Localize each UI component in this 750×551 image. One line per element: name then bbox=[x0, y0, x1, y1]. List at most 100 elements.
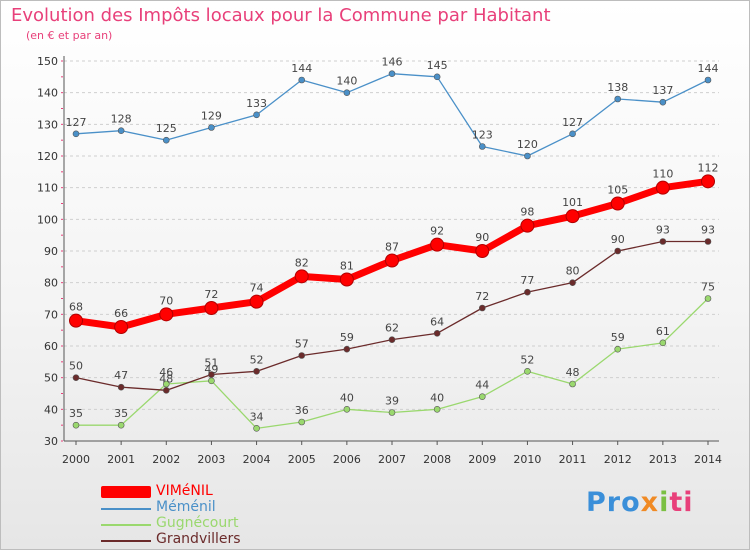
data-label: 72 bbox=[475, 290, 489, 303]
data-point bbox=[343, 345, 351, 353]
data-label: 48 bbox=[566, 366, 580, 379]
data-label: 64 bbox=[430, 315, 444, 328]
data-label: 72 bbox=[204, 288, 218, 301]
data-label: 70 bbox=[159, 294, 173, 307]
data-label: 112 bbox=[698, 161, 719, 174]
data-label: 133 bbox=[246, 97, 267, 110]
data-point bbox=[388, 336, 396, 343]
data-point bbox=[433, 73, 441, 81]
data-label: 52 bbox=[250, 353, 264, 366]
x-tick-label: 2014 bbox=[694, 453, 722, 466]
data-point bbox=[343, 406, 351, 413]
data-label: 127 bbox=[562, 116, 583, 129]
data-point bbox=[520, 218, 535, 233]
data-label: 77 bbox=[520, 274, 534, 287]
legend-swatch bbox=[101, 524, 151, 526]
data-point bbox=[72, 374, 80, 381]
proxiti-logo: Proxiti bbox=[586, 487, 694, 518]
data-point bbox=[704, 295, 712, 302]
data-label: 80 bbox=[566, 265, 580, 278]
data-point bbox=[162, 380, 170, 388]
legend-item-memenil: Méménil bbox=[101, 499, 401, 517]
axis-layer: 30 40 50 60 70 80 90 100 110 120 130 140 150 2000 2001… bbox=[37, 55, 722, 466]
series-layer bbox=[69, 70, 715, 432]
chart-subtitle: (en € et par an) bbox=[26, 29, 113, 42]
y-tick-label: 80 bbox=[44, 277, 58, 290]
data-label: 140 bbox=[336, 75, 357, 88]
legend-item-vimenil: VIMéNIL bbox=[101, 483, 401, 501]
y-tick-label: 70 bbox=[44, 308, 58, 321]
legend-swatch bbox=[101, 508, 151, 510]
data-label: 61 bbox=[656, 325, 670, 338]
data-label: 47 bbox=[114, 369, 128, 382]
data-label: 66 bbox=[114, 307, 128, 320]
data-label: 49 bbox=[204, 363, 218, 376]
data-point bbox=[72, 130, 80, 138]
data-point bbox=[565, 209, 580, 224]
data-point bbox=[614, 345, 622, 353]
x-tick-label: 2008 bbox=[423, 453, 451, 466]
x-tick-label: 2006 bbox=[333, 453, 361, 466]
data-point bbox=[249, 294, 264, 309]
x-tick-label: 2001 bbox=[107, 453, 135, 466]
data-point bbox=[117, 127, 125, 134]
legend-swatch bbox=[101, 540, 151, 542]
y-tick-label: 90 bbox=[44, 245, 58, 258]
x-tick-label: 2013 bbox=[649, 453, 677, 466]
data-point bbox=[253, 425, 260, 432]
data-label: 125 bbox=[156, 122, 177, 135]
data-point bbox=[433, 330, 441, 337]
y-tick-label: 30 bbox=[44, 435, 58, 448]
data-point bbox=[114, 320, 129, 334]
data-point bbox=[204, 301, 219, 315]
data-point bbox=[117, 421, 125, 429]
data-label: 93 bbox=[656, 224, 670, 237]
y-tick-label: 60 bbox=[44, 340, 58, 353]
data-point bbox=[72, 421, 80, 429]
data-point bbox=[162, 136, 170, 144]
data-label: 145 bbox=[427, 59, 448, 72]
data-label: 51 bbox=[204, 357, 218, 370]
data-point bbox=[478, 393, 486, 400]
data-label: 128 bbox=[111, 113, 132, 126]
data-point bbox=[253, 111, 260, 119]
data-point bbox=[478, 143, 486, 150]
data-point bbox=[569, 380, 576, 388]
data-label: 127 bbox=[66, 116, 87, 129]
data-point bbox=[478, 304, 486, 312]
data-label: 75 bbox=[701, 281, 715, 294]
data-label: 40 bbox=[340, 391, 354, 404]
data-label: 39 bbox=[385, 395, 399, 408]
data-label: 123 bbox=[472, 129, 493, 142]
data-label: 34 bbox=[250, 410, 264, 423]
data-label: 144 bbox=[698, 62, 719, 75]
y-tick-label: 100 bbox=[37, 213, 58, 226]
y-tick-label: 120 bbox=[37, 150, 58, 163]
data-label: 110 bbox=[652, 168, 673, 181]
data-label: 98 bbox=[520, 206, 534, 219]
logo-part: x bbox=[640, 487, 660, 518]
data-point bbox=[162, 387, 170, 394]
data-point bbox=[430, 237, 445, 252]
legend-label: VIMéNIL bbox=[156, 483, 213, 499]
legend-label: Grandvillers bbox=[156, 531, 241, 547]
data-point bbox=[524, 288, 531, 296]
logo-part: Pro bbox=[586, 487, 641, 518]
data-point bbox=[298, 352, 306, 359]
data-label: 138 bbox=[607, 81, 628, 94]
data-label: 74 bbox=[250, 282, 264, 295]
data-label: 62 bbox=[385, 322, 399, 335]
data-point bbox=[388, 409, 396, 416]
legend-item-gugnecourt: Gugnécourt bbox=[101, 515, 401, 533]
data-point bbox=[569, 279, 576, 286]
data-point bbox=[208, 371, 215, 378]
data-label: 44 bbox=[475, 379, 489, 392]
data-point bbox=[208, 377, 215, 385]
data-point bbox=[385, 253, 399, 268]
data-point bbox=[659, 339, 667, 347]
x-tick-label: 2007 bbox=[378, 453, 406, 466]
data-point bbox=[655, 180, 670, 195]
data-point bbox=[159, 307, 174, 322]
data-label: 82 bbox=[295, 256, 309, 269]
x-tick-label: 2009 bbox=[468, 453, 496, 466]
